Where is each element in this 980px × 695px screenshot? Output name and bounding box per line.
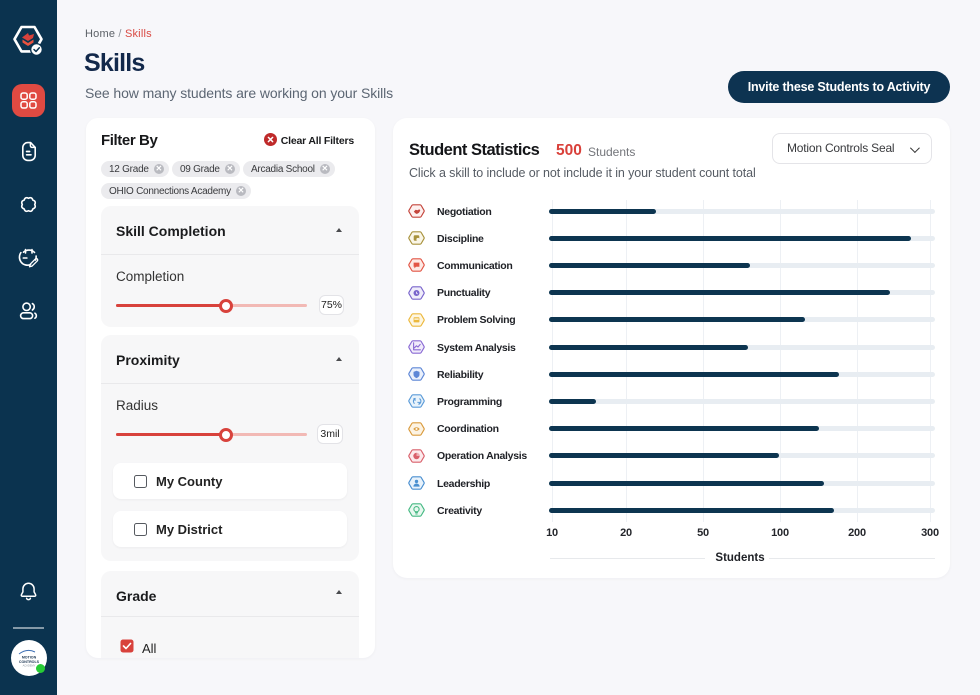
svg-text:MOTION: MOTION	[21, 656, 36, 660]
svg-text:CONTROLS: CONTROLS	[18, 660, 39, 664]
svg-text:ACADEMY: ACADEMY	[22, 663, 35, 667]
